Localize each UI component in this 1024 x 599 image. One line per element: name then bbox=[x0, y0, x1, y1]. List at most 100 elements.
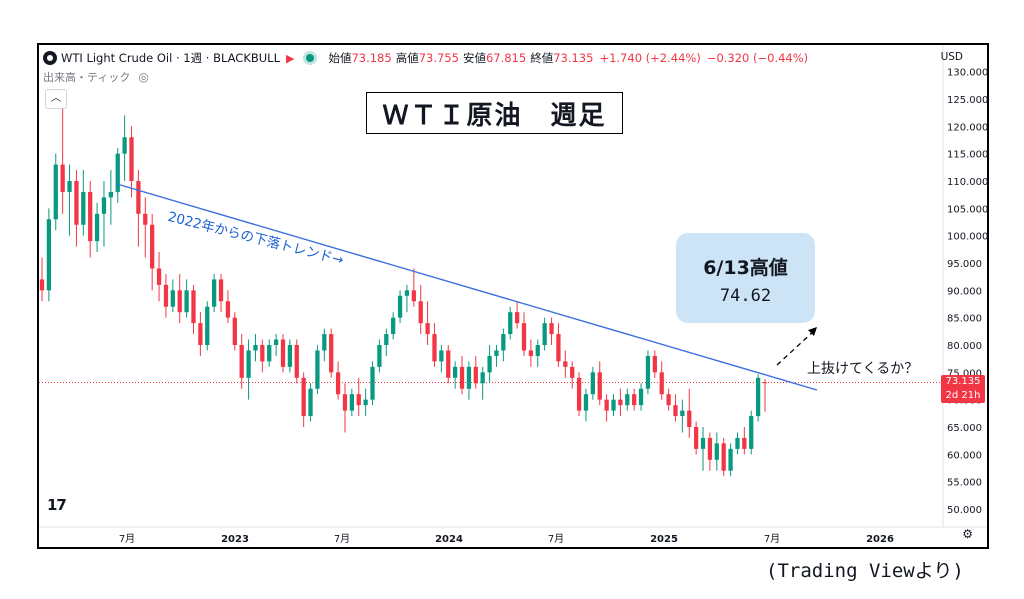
candle-body bbox=[404, 290, 410, 296]
candle-body bbox=[576, 377, 582, 411]
low-value: 67.815 bbox=[485, 51, 527, 65]
chevron-up-icon[interactable]: ︿ bbox=[45, 89, 67, 109]
candle-body bbox=[273, 339, 279, 345]
candle-body bbox=[652, 355, 657, 373]
candle-body bbox=[542, 323, 547, 345]
candle-body bbox=[253, 345, 258, 351]
candle-body bbox=[480, 372, 485, 384]
candle-body bbox=[232, 317, 237, 345]
candle-body bbox=[487, 355, 492, 373]
y-tick-label: 120.000 bbox=[947, 122, 987, 133]
x-tick-label: 2023 bbox=[221, 534, 249, 545]
candle-body bbox=[632, 394, 637, 406]
price-tag-time: 2d 21h bbox=[945, 390, 981, 401]
x-tick-label: 7月 bbox=[334, 533, 350, 545]
candle-body bbox=[570, 366, 575, 378]
candle-body bbox=[280, 339, 286, 367]
currency-label[interactable]: USD bbox=[940, 51, 963, 63]
candle-body bbox=[67, 181, 72, 192]
candle-body bbox=[81, 191, 86, 225]
candle-body bbox=[342, 394, 348, 411]
current-price-tag: 73.135 2d 21h bbox=[941, 375, 985, 403]
candle-body bbox=[645, 355, 651, 389]
candle-body bbox=[473, 366, 478, 384]
candle-body bbox=[549, 323, 554, 335]
symbol-title[interactable]: WTI Light Crude Oil · 1週 · BLACKBULL bbox=[61, 51, 280, 65]
y-tick-label: 110.000 bbox=[947, 177, 987, 188]
candle-body bbox=[590, 372, 595, 395]
candle-body bbox=[728, 448, 733, 471]
candle-body bbox=[514, 312, 520, 324]
candle-body bbox=[439, 350, 444, 362]
candle-body bbox=[335, 372, 341, 395]
chart-frame: 50.00055.00060.00065.00070.00075.00080.0… bbox=[37, 43, 989, 549]
candle-body bbox=[397, 295, 403, 318]
change-value: +1.740 (+2.44%) bbox=[599, 51, 701, 65]
candle-body bbox=[694, 427, 699, 449]
open-label: 始値 bbox=[328, 51, 352, 65]
candle-body bbox=[143, 213, 148, 225]
callout-box: 6/13高値 74.62 bbox=[676, 233, 815, 323]
candle-body bbox=[625, 394, 630, 406]
candle-body bbox=[60, 164, 65, 192]
low-label: 安値 bbox=[462, 51, 486, 65]
candle-body bbox=[356, 394, 361, 406]
candle-body bbox=[184, 290, 189, 313]
candle-body bbox=[191, 290, 196, 324]
candle-body bbox=[294, 345, 299, 378]
y-tick-label: 100.000 bbox=[947, 232, 987, 243]
x-tick-label: 2026 bbox=[866, 534, 894, 545]
candle-body bbox=[94, 213, 100, 242]
candle-body bbox=[618, 399, 623, 406]
price-tag-value: 73.135 bbox=[945, 376, 981, 387]
candle-body bbox=[411, 290, 416, 302]
high-label: 高値 bbox=[395, 51, 419, 65]
symbol-header: WTI Light Crude Oil · 1週 · BLACKBULL ▶ 始… bbox=[43, 47, 808, 69]
callout-date: 6/13高値 bbox=[703, 257, 788, 279]
candle-body bbox=[163, 284, 169, 307]
candle-body bbox=[466, 366, 472, 389]
chart-canvas[interactable]: 50.00055.00060.00065.00070.00075.00080.0… bbox=[39, 45, 987, 547]
candle-body bbox=[129, 137, 134, 181]
candle-body bbox=[432, 334, 437, 362]
candle-body bbox=[528, 350, 534, 356]
candle-body bbox=[425, 323, 430, 335]
high-value: 73.755 bbox=[418, 51, 459, 65]
tradingview-logo-icon[interactable]: 17 bbox=[47, 496, 67, 514]
y-tick-label: 95.000 bbox=[947, 259, 982, 270]
candle-body bbox=[349, 394, 354, 411]
tradingview-symbol-icon bbox=[43, 51, 57, 65]
candle-body bbox=[205, 306, 210, 345]
close-value: 73.135 bbox=[553, 51, 594, 65]
y-tick-label: 55.000 bbox=[947, 478, 982, 489]
source-credit: (Trading Viewより) bbox=[766, 560, 964, 582]
eye-off-icon[interactable]: ◎ bbox=[138, 70, 149, 84]
candle-body bbox=[225, 301, 231, 318]
candle-body bbox=[246, 350, 251, 378]
candle-body bbox=[521, 323, 527, 351]
chart-annotation-title: ＷＴＩ原油 週足 bbox=[366, 92, 623, 134]
candle-body bbox=[308, 388, 313, 417]
volume-label[interactable]: 出来高・ティック bbox=[43, 71, 131, 84]
candle-body bbox=[212, 279, 217, 307]
candle-body bbox=[101, 197, 107, 214]
candle-body bbox=[735, 437, 740, 449]
candle-body bbox=[583, 394, 589, 411]
y-tick-label: 75.000 bbox=[947, 368, 982, 379]
candle-body bbox=[122, 137, 127, 154]
candle-body bbox=[301, 377, 306, 417]
candle-body bbox=[604, 399, 609, 411]
y-tick-label: 90.000 bbox=[947, 286, 982, 297]
candle-body bbox=[597, 372, 602, 400]
candle-body bbox=[150, 224, 155, 269]
candle-body bbox=[315, 350, 320, 389]
y-tick-label: 85.000 bbox=[947, 314, 982, 325]
candle-body bbox=[53, 164, 58, 220]
flag-icon[interactable]: ▶ bbox=[285, 51, 295, 65]
candle-body bbox=[563, 361, 568, 367]
candle-body bbox=[391, 317, 396, 335]
callout-price: 74.62 bbox=[719, 286, 772, 306]
candle-body bbox=[742, 437, 747, 449]
candle-body bbox=[611, 399, 616, 411]
gear-icon[interactable]: ⚙ bbox=[962, 527, 973, 541]
